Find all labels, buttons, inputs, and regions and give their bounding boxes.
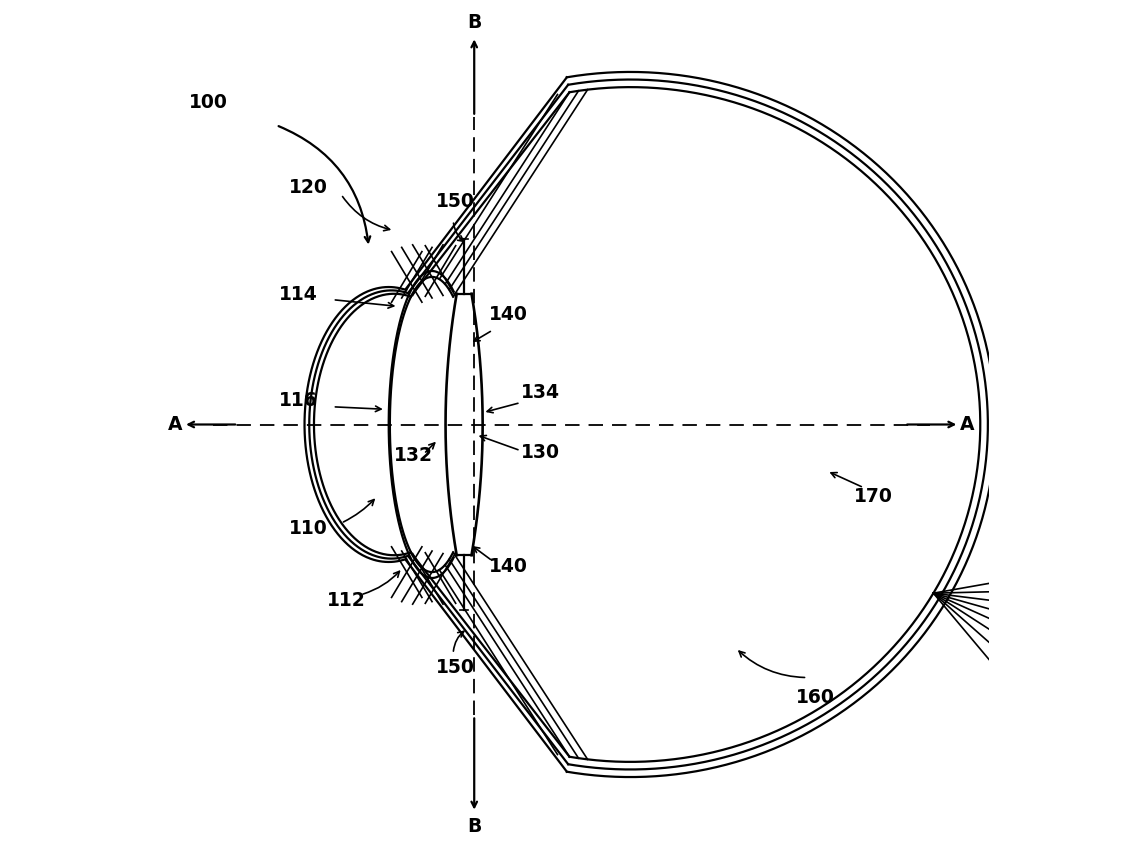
Text: 110: 110 [289,519,328,538]
Text: A: A [168,415,183,434]
Text: 140: 140 [490,305,528,324]
Text: 100: 100 [189,93,228,112]
Text: 150: 150 [437,658,475,678]
Text: 132: 132 [395,446,433,464]
Text: 112: 112 [327,591,365,610]
Text: A: A [960,415,975,434]
Text: 134: 134 [521,383,559,402]
Text: B: B [467,14,482,32]
Text: 170: 170 [854,487,892,506]
Text: 150: 150 [437,192,475,211]
Text: 114: 114 [279,284,318,304]
Text: B: B [467,817,482,835]
Text: 130: 130 [521,443,559,462]
Text: 120: 120 [289,177,328,197]
Text: 160: 160 [796,688,836,707]
Text: 116: 116 [279,391,318,410]
Text: 140: 140 [490,557,528,576]
